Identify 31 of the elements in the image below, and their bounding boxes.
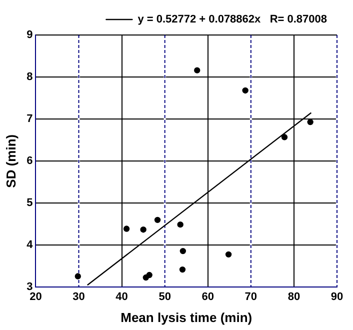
x-tick-label: 90 — [330, 290, 344, 303]
point — [179, 266, 186, 273]
point — [146, 272, 152, 278]
point — [177, 221, 184, 228]
x-tick-label: 60 — [202, 290, 214, 303]
y-tick-label: 4 — [26, 239, 34, 252]
y-tick-label: 3 — [26, 281, 33, 294]
point — [225, 251, 232, 258]
x-tick-label: 20 — [30, 290, 42, 303]
legend-label: y = 0.52772 + 0.078862x R= 0.87008 — [138, 14, 328, 26]
point — [154, 216, 161, 224]
point — [74, 273, 81, 280]
point — [307, 118, 314, 126]
point — [281, 134, 288, 140]
point — [140, 226, 146, 233]
point — [123, 226, 130, 232]
x-tick-label: 70 — [244, 290, 258, 303]
y-axis-title: SD (min) — [3, 134, 18, 188]
point — [242, 87, 248, 94]
point — [194, 67, 200, 74]
x-tick-label: 30 — [72, 290, 85, 303]
y-tick-label: 9 — [26, 29, 33, 42]
x-tick-label: 50 — [158, 290, 171, 303]
y-tick-label: 6 — [26, 155, 33, 168]
x-axis-title: Mean lysis time (min) — [120, 310, 252, 325]
point — [180, 248, 186, 254]
x-tick-label: 80 — [288, 290, 300, 303]
y-tick-label: 8 — [26, 71, 33, 84]
y-tick-label: 7 — [26, 113, 33, 126]
x-tick-label: 40 — [116, 290, 128, 303]
y-tick-label: 5 — [26, 197, 33, 210]
